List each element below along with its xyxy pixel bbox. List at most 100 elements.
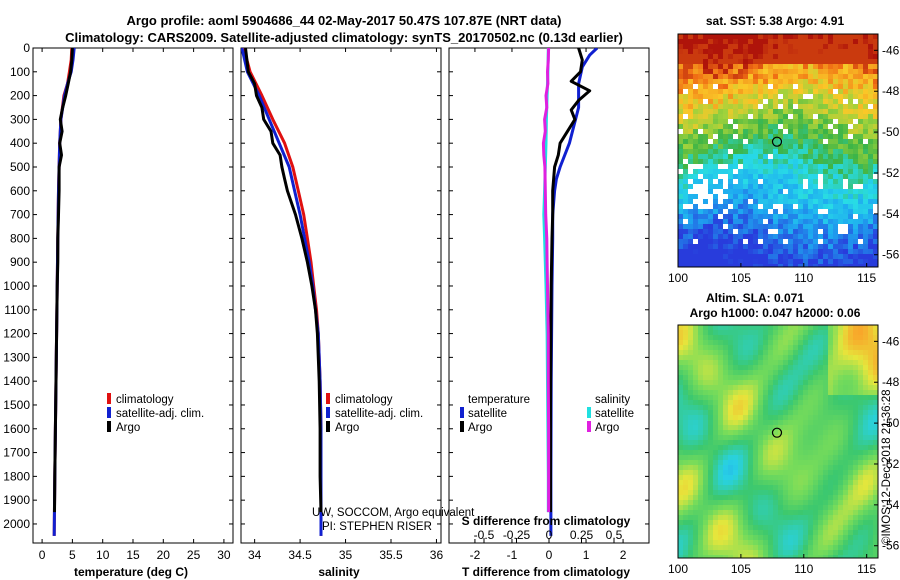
depth-tick-label: 500 bbox=[10, 160, 30, 174]
depth-tick-label: 1500 bbox=[3, 398, 30, 412]
lat-tick-label: -46 bbox=[882, 334, 900, 348]
series-satellite-adj-clim bbox=[241, 48, 323, 536]
s-tick-label: -0.5 bbox=[474, 528, 495, 542]
depth-tick-label: 700 bbox=[10, 208, 30, 222]
depth-tick-label: 400 bbox=[10, 136, 30, 150]
x-tick-label: 34 bbox=[248, 548, 262, 562]
x-tick-label: 2 bbox=[620, 548, 627, 562]
lat-tick-label: -52 bbox=[882, 457, 900, 471]
depth-tick-label: 1000 bbox=[3, 279, 30, 293]
depth-tick-label: 2000 bbox=[3, 517, 30, 531]
lon-tick-label: 105 bbox=[731, 562, 751, 576]
s-tick-label: 0.25 bbox=[570, 528, 594, 542]
difference-plot: -2 -1 0 1 2 -0.5 -0.25 0 0.25 0.5 bbox=[470, 48, 627, 562]
x-tick-label: 0 bbox=[546, 548, 553, 562]
legend-label-climatology: climatology bbox=[335, 394, 393, 406]
legend-label-argo: Argo bbox=[335, 422, 359, 434]
legend-label-climatology: climatology bbox=[116, 394, 174, 406]
salinity-xlabel: salinity bbox=[318, 565, 360, 579]
legend-swatch-s-argo bbox=[587, 421, 591, 432]
legend-label-s-argo: Argo bbox=[595, 422, 619, 434]
depth-tick-label: 1700 bbox=[3, 446, 30, 460]
depth-tick-label: 100 bbox=[10, 65, 30, 79]
depth-tick-label: 1200 bbox=[3, 327, 30, 341]
lon-tick-label: 115 bbox=[857, 271, 876, 285]
legend-heading-salinity: salinity bbox=[595, 394, 630, 406]
legend-swatch-argo bbox=[107, 421, 111, 432]
depth-tick-label: 900 bbox=[10, 255, 30, 269]
salinity-legend: climatology satellite-adj. clim. Argo bbox=[326, 393, 423, 434]
x-tick-label: -2 bbox=[470, 548, 481, 562]
legend-label-satellite: satellite-adj. clim. bbox=[116, 408, 204, 420]
legend-heading-temperature: temperature bbox=[468, 394, 530, 406]
x-tick-label: 34.5 bbox=[288, 548, 312, 562]
lat-tick-label: -48 bbox=[882, 375, 900, 389]
depth-tick-label: 300 bbox=[10, 112, 30, 126]
lat-tick-label: -56 bbox=[882, 248, 900, 262]
s-tick-label: 0 bbox=[546, 528, 553, 542]
lat-tick-label: -46 bbox=[882, 43, 900, 57]
imos-credit: ©IMOS 12-Dec-2018 21:36:28 bbox=[881, 389, 893, 545]
lat-tick-label: -54 bbox=[882, 498, 900, 512]
legend-swatch-t-satellite bbox=[460, 407, 464, 418]
lon-tick-label: 115 bbox=[857, 562, 876, 576]
lon-tick-label: 100 bbox=[668, 271, 688, 285]
temperature-axes-frame bbox=[32, 47, 234, 544]
lat-tick-label: -54 bbox=[882, 207, 900, 221]
x-tick-label: 0 bbox=[39, 548, 46, 562]
depth-tick-label: 1900 bbox=[3, 493, 30, 507]
difference-xlabel: T difference from climatology bbox=[462, 565, 630, 579]
legend-swatch-satellite bbox=[326, 407, 330, 418]
lat-tick-label: -50 bbox=[882, 125, 900, 139]
legend-swatch-climatology bbox=[107, 393, 111, 404]
sst-map: 100 105 110 115 -46 -48 -50 -52 -54 -56 bbox=[668, 34, 900, 285]
series-argo bbox=[244, 48, 323, 513]
temperature-xlabel: temperature (deg C) bbox=[74, 565, 188, 579]
x-tick-label: 20 bbox=[157, 548, 171, 562]
sla-map-frame bbox=[677, 324, 879, 559]
sst-map-frame bbox=[677, 33, 879, 268]
x-tick-label: 36 bbox=[430, 548, 444, 562]
depth-tick-label: 0 bbox=[23, 41, 30, 55]
x-tick-label: -1 bbox=[507, 548, 518, 562]
sst-field bbox=[678, 34, 878, 267]
x-tick-label: 35.5 bbox=[379, 548, 403, 562]
x-tick-label: 30 bbox=[217, 548, 231, 562]
series-argo bbox=[53, 48, 74, 513]
depth-tick-label: 800 bbox=[10, 231, 30, 245]
series-climatology bbox=[242, 48, 323, 536]
sla-field bbox=[678, 325, 878, 558]
s-tick-label: 0.5 bbox=[606, 528, 623, 542]
salinity-plot: 34 34.5 35 35.5 36 bbox=[241, 48, 444, 562]
legend-label-t-satellite: satellite bbox=[468, 408, 507, 420]
series-s-argo bbox=[541, 48, 551, 513]
legend-swatch-climatology bbox=[326, 393, 330, 404]
lat-tick-label: -50 bbox=[882, 416, 900, 430]
depth-tick-label: 1100 bbox=[4, 303, 30, 317]
lon-tick-label: 105 bbox=[731, 271, 751, 285]
lat-tick-label: -48 bbox=[882, 84, 900, 98]
x-tick-label: 25 bbox=[187, 548, 201, 562]
argo-position-marker bbox=[771, 427, 783, 438]
lon-tick-label: 110 bbox=[794, 562, 813, 576]
temperature-plot: 0 5 10 15 20 25 30 bbox=[39, 48, 231, 562]
difference-legend: temperature satellite Argo salinity sate… bbox=[460, 394, 634, 434]
s-difference-xlabel: S difference from climatology bbox=[462, 514, 631, 528]
x-tick-label: 35 bbox=[339, 548, 353, 562]
depth-tick-label: 1400 bbox=[3, 374, 30, 388]
depth-axis: 0 100 200 300 400 500 600 700 800 900 1000 1100 1200… bbox=[3, 41, 649, 531]
legend-label-argo: Argo bbox=[116, 422, 140, 434]
sla-map: 100 105 110 115 -46 -48 -50 -52 -54 -56 bbox=[668, 325, 900, 576]
legend-swatch-s-satellite bbox=[587, 407, 591, 418]
sla-map-subtitle: Argo h1000: 0.047 h2000: 0.06 bbox=[690, 306, 861, 320]
credit-line2: PI: STEPHEN RISER bbox=[322, 521, 432, 533]
header-line2: Climatology: CARS2009. Satellite-adjuste… bbox=[65, 30, 623, 45]
x-tick-label: 15 bbox=[126, 548, 140, 562]
temperature-legend: climatology satellite-adj. clim. Argo bbox=[107, 393, 204, 434]
x-tick-label: 10 bbox=[96, 548, 110, 562]
salinity-axes-frame bbox=[240, 47, 442, 544]
lat-tick-label: -52 bbox=[882, 166, 900, 180]
lon-tick-label: 110 bbox=[794, 271, 813, 285]
credit-line1: UW, SOCCOM, Argo equivalent bbox=[312, 507, 475, 519]
